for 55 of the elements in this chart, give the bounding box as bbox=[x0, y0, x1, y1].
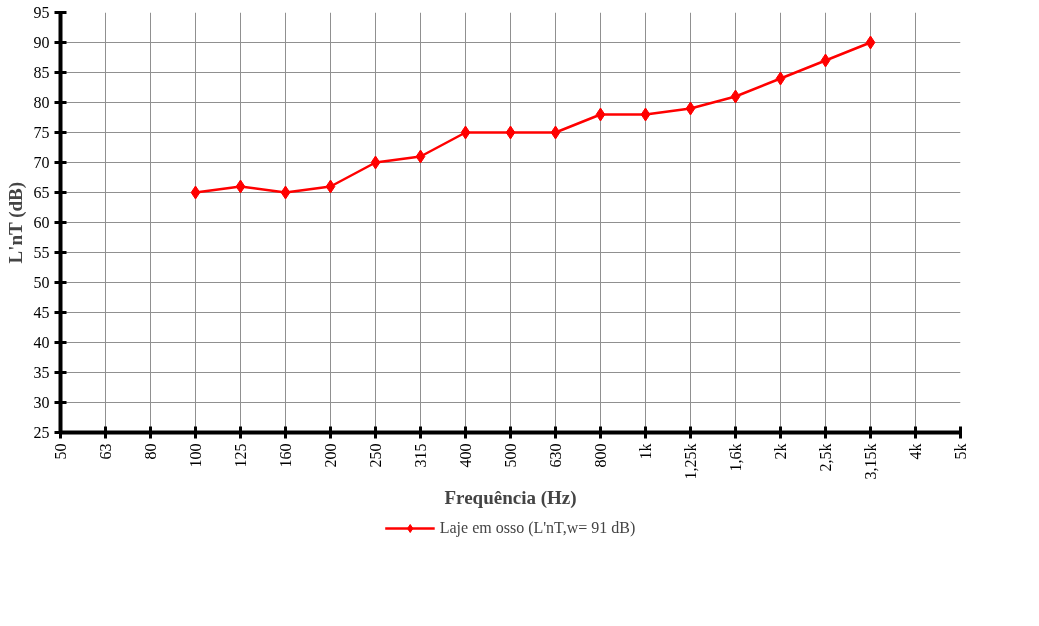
point bbox=[730, 89, 741, 104]
point bbox=[415, 149, 426, 164]
x-tick-label: 4k bbox=[907, 443, 924, 460]
point bbox=[460, 125, 471, 140]
x-tick-label: 2k bbox=[772, 443, 789, 460]
y-tick-label: 95 bbox=[33, 4, 50, 21]
x-tick-label: 800 bbox=[592, 443, 609, 468]
x-tick-label: 160 bbox=[277, 443, 294, 468]
point bbox=[370, 155, 381, 170]
x-tick-label: 400 bbox=[457, 443, 474, 468]
legend-label: Laje em osso (L'nT,w= 91 dB) bbox=[439, 519, 636, 537]
y-tick-label: 60 bbox=[33, 214, 50, 231]
x-tick-label: 125 bbox=[232, 443, 249, 468]
x-tick-label: 1,25k bbox=[682, 443, 699, 480]
y-tick-label: 50 bbox=[33, 274, 50, 291]
y-tick-label: 45 bbox=[33, 304, 50, 321]
y-tick-label: 90 bbox=[33, 34, 50, 51]
y-axis-title: L'nT (dB) bbox=[4, 181, 27, 264]
x-tick-label: 50 bbox=[52, 443, 69, 460]
x-tick-label: 80 bbox=[142, 443, 159, 460]
x-tick-label: 1k bbox=[637, 443, 654, 460]
x-axis-title: Frequência (Hz) bbox=[444, 487, 577, 510]
point bbox=[325, 179, 336, 194]
point bbox=[685, 101, 696, 116]
point bbox=[640, 107, 651, 122]
y-tick-label: 40 bbox=[33, 334, 50, 351]
point bbox=[550, 125, 561, 140]
point bbox=[820, 53, 831, 68]
x-tick-label: 315 bbox=[412, 443, 429, 468]
point bbox=[865, 35, 876, 50]
point bbox=[190, 185, 201, 200]
point bbox=[595, 107, 606, 122]
y-tick-label: 35 bbox=[33, 364, 50, 381]
x-tick-label: 5k bbox=[952, 443, 969, 460]
y-tick-label: 25 bbox=[33, 424, 50, 441]
point bbox=[775, 71, 786, 86]
x-tick-label: 500 bbox=[502, 443, 519, 468]
y-tick-label: 70 bbox=[33, 154, 50, 171]
x-tick-label: 200 bbox=[322, 443, 339, 468]
point bbox=[505, 125, 516, 140]
x-tick-label: 100 bbox=[187, 443, 204, 468]
y-tick-label: 65 bbox=[33, 184, 50, 201]
x-tick-label: 2,5k bbox=[817, 443, 834, 472]
point bbox=[235, 179, 246, 194]
y-tick-label: 30 bbox=[33, 394, 50, 411]
point bbox=[280, 185, 291, 200]
x-tick-label: 250 bbox=[367, 443, 384, 468]
x-tick-label: 3,15k bbox=[862, 443, 879, 480]
x-tick-label: 1,6k bbox=[727, 443, 744, 472]
y-tick-label: 85 bbox=[33, 64, 50, 81]
y-tick-label: 55 bbox=[33, 244, 50, 261]
x-tick-label: 63 bbox=[97, 443, 114, 460]
x-tick-label: 630 bbox=[547, 443, 564, 468]
y-tick-label: 75 bbox=[33, 124, 50, 141]
y-tick-label: 80 bbox=[33, 94, 50, 111]
